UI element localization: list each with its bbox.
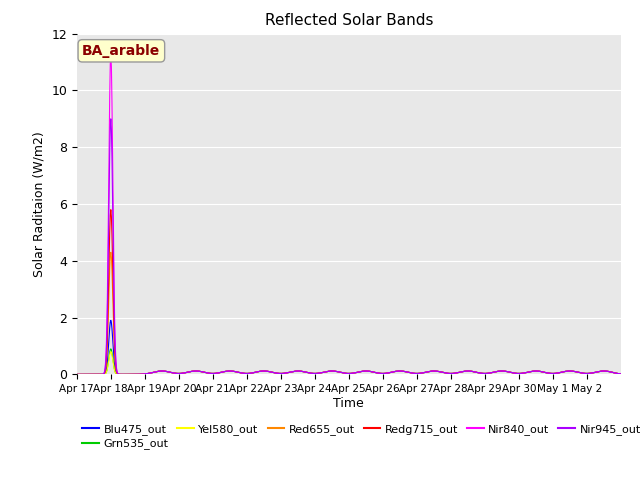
X-axis label: Time: Time bbox=[333, 397, 364, 410]
Legend: Blu475_out, Grn535_out, Yel580_out, Red655_out, Redg715_out, Nir840_out, Nir945_: Blu475_out, Grn535_out, Yel580_out, Red6… bbox=[83, 424, 640, 449]
Text: BA_arable: BA_arable bbox=[82, 44, 161, 58]
Y-axis label: Solar Raditaion (W/m2): Solar Raditaion (W/m2) bbox=[33, 131, 45, 277]
Title: Reflected Solar Bands: Reflected Solar Bands bbox=[264, 13, 433, 28]
